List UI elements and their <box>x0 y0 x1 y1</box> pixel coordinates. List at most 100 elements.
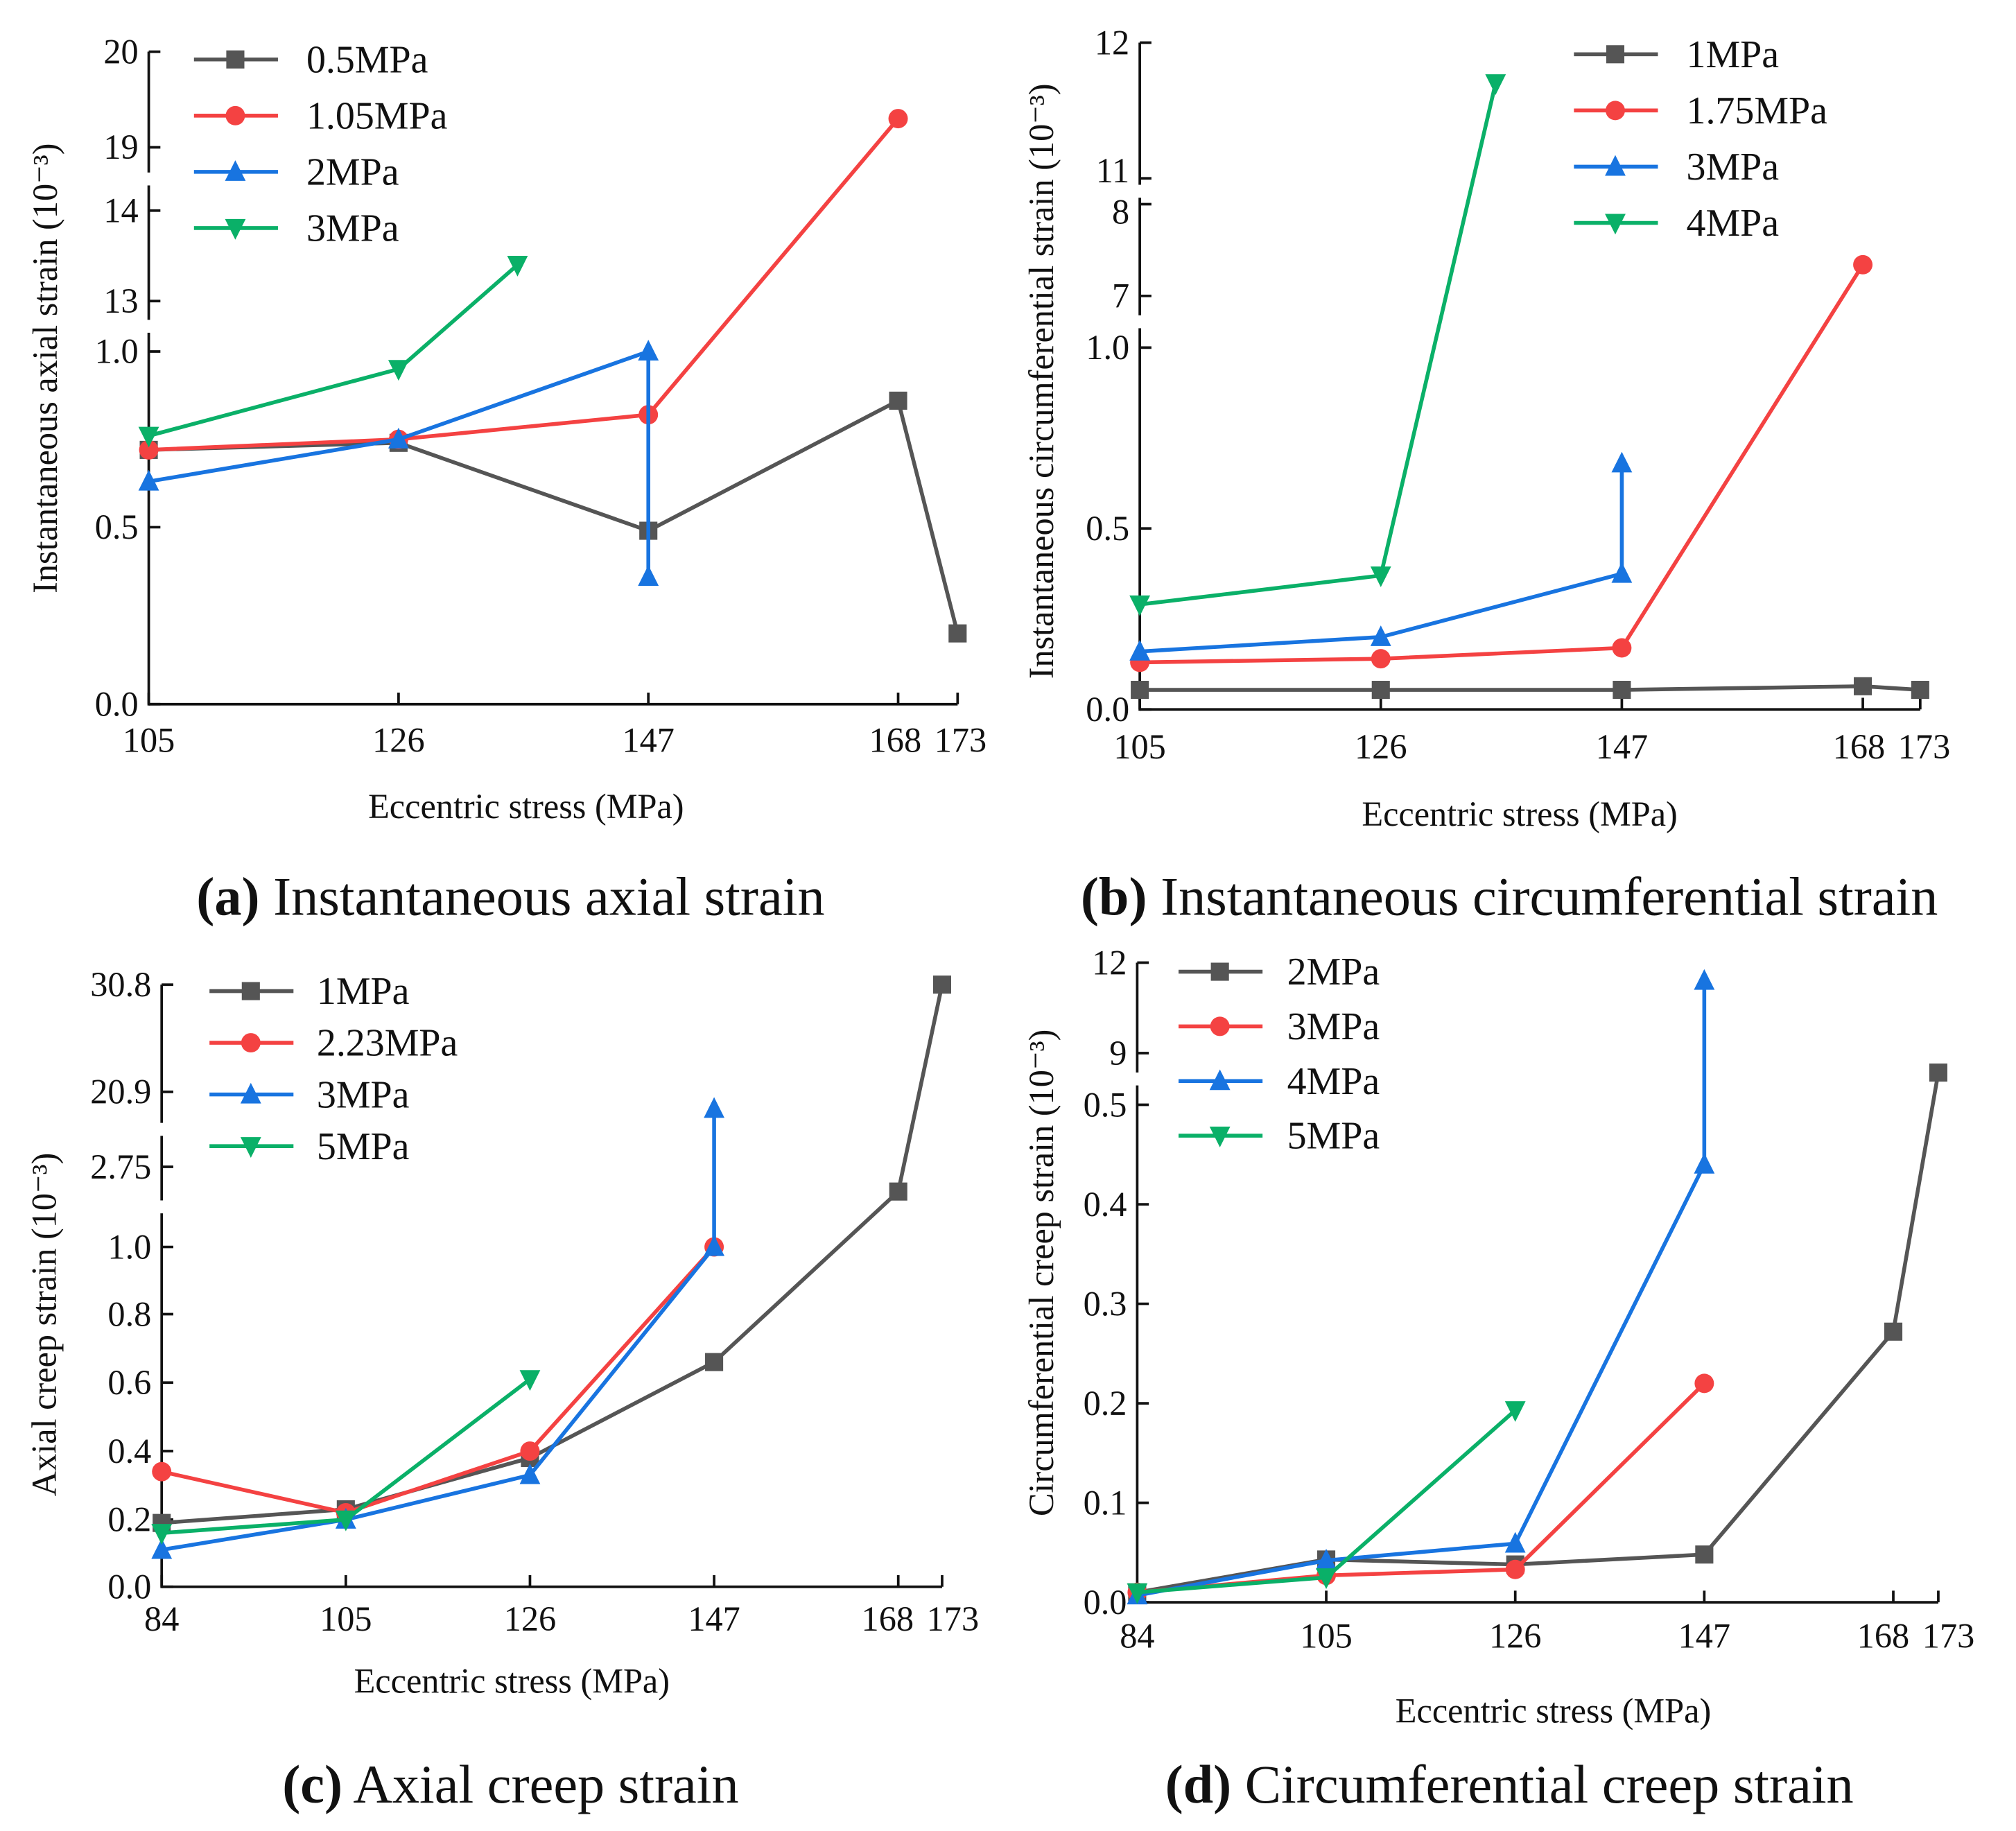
data-point <box>1370 566 1391 587</box>
data-point <box>1316 1549 1337 1570</box>
data-point <box>889 1182 907 1201</box>
chart-panel-a: 0.0 0.5 1.0 13 14 19 20 105 126 147 168 173 0.5MPa 1.… <box>26 32 987 926</box>
data-point <box>1854 677 1872 695</box>
x-tick-label: 168 <box>862 1599 914 1638</box>
series-1MPa <box>1131 677 1929 700</box>
x-tick-label: 105 <box>1300 1616 1352 1655</box>
series-5MPa <box>151 1370 541 1545</box>
legend-marker <box>225 105 245 125</box>
legend-label: 1.05MPa <box>306 94 448 137</box>
series-1_75MPa <box>1130 254 1873 672</box>
data-point <box>704 1097 724 1118</box>
y-tick-label: 0.4 <box>1084 1185 1127 1224</box>
y-tick-label: 0.0 <box>107 1568 151 1606</box>
data-point <box>1694 969 1715 990</box>
x-tick-label: 147 <box>688 1599 740 1638</box>
legend-item: 1.75MPa <box>1574 89 1827 132</box>
legend-item: 3MPa <box>1574 146 1779 189</box>
series-0_5MPa <box>139 391 967 643</box>
axis-break <box>151 1200 173 1214</box>
x-tick-label: 173 <box>1922 1616 1974 1655</box>
legend-item: 3MPa <box>1179 1005 1380 1048</box>
data-point <box>705 1353 724 1371</box>
caption-text: Instantaneous circumferential strain <box>1147 867 1938 927</box>
x-tick-label: 105 <box>320 1599 372 1638</box>
y-axis-title: Circumferential creep strain (10⁻³) <box>1022 1030 1061 1516</box>
legend-item: 1MPa <box>209 970 410 1013</box>
chart-panel-d: 0.0 0.1 0.2 0.3 0.4 0.5 9 12 84 105 126 147 168 173 2M… <box>1022 943 1974 1814</box>
caption-text: Axial creep strain <box>342 1754 739 1814</box>
y-tick-label: 0.8 <box>107 1294 151 1333</box>
x-tick-label: 105 <box>123 721 175 760</box>
y-axis-title: Instantaneous circumferential strain (10… <box>1022 83 1061 679</box>
series-line <box>1136 980 1707 1597</box>
legend-marker <box>1606 101 1625 121</box>
legend-label: 3MPa <box>317 1073 410 1116</box>
legend-marker <box>241 982 260 1000</box>
legend-marker <box>240 1137 261 1158</box>
y-tick-label: 12 <box>1092 943 1127 982</box>
y-tick-label: 0.0 <box>1086 690 1129 729</box>
caption-letter: (b) <box>1081 867 1147 927</box>
panel-caption: (c) Axial creep strain <box>282 1754 738 1814</box>
series-4MPa <box>1129 74 1506 616</box>
series-5MPa <box>1127 1401 1526 1604</box>
series-line <box>1140 263 1865 665</box>
x-tick-label: 126 <box>504 1599 556 1638</box>
chart-panel-b: 0.0 0.5 1.0 7 811 12 105 126 147 168 173 1MPa 1.75MP… <box>1022 23 1950 926</box>
series-2_23MPa <box>152 1237 724 1522</box>
legend-label: 4MPa <box>1287 1060 1380 1103</box>
y-axis-title: Axial creep strain (10⁻³) <box>24 1153 63 1497</box>
legend-label: 5MPa <box>317 1125 410 1168</box>
legend-marker <box>241 1033 261 1053</box>
axis-break <box>1127 1072 1148 1086</box>
x-axis-title: Eccentric stress (MPa) <box>368 787 684 826</box>
data-point <box>1371 649 1391 669</box>
data-point <box>888 109 908 129</box>
y-tick-label: 1.0 <box>95 332 139 371</box>
data-point <box>1504 1531 1526 1553</box>
legend-item: 5MPa <box>209 1125 410 1168</box>
y-tick-label: 1.0 <box>1086 328 1129 367</box>
data-point <box>1613 680 1631 700</box>
legend-item: 5MPa <box>1179 1115 1380 1158</box>
legend-label: 3MPa <box>306 207 399 250</box>
legend-marker <box>1606 45 1625 64</box>
data-point <box>388 360 409 381</box>
panel-caption: (a) Instantaneous axial strain <box>196 867 824 927</box>
legend-marker <box>1605 155 1626 176</box>
y-tick-label: 12 <box>1095 23 1129 62</box>
panel-caption: (b) Instantaneous circumferential strain <box>1081 867 1938 927</box>
y-tick-label: 14 <box>103 191 138 230</box>
data-point <box>1612 638 1632 658</box>
legend-marker <box>1210 1016 1230 1036</box>
x-tick-label: 147 <box>1596 727 1648 766</box>
data-point <box>519 1370 541 1391</box>
y-tick-label: 0.5 <box>95 507 139 546</box>
data-point <box>1929 1064 1947 1082</box>
data-point <box>388 427 409 449</box>
series-2MPa <box>1128 1064 1947 1602</box>
caption-text: Circumferential creep strain <box>1231 1754 1853 1814</box>
y-tick-label: 0.5 <box>1084 1085 1127 1124</box>
data-point <box>1694 1373 1714 1394</box>
data-point <box>932 975 951 994</box>
x-tick-label: 173 <box>935 721 987 760</box>
y-tick-label: 19 <box>103 128 138 166</box>
y-axis-title: Instantaneous axial strain (10⁻³) <box>26 143 64 593</box>
data-point <box>151 1538 173 1559</box>
data-point <box>1485 74 1506 95</box>
y-tick-label: 2.75 <box>90 1147 151 1186</box>
data-point <box>1695 1545 1714 1564</box>
y-tick-label: 13 <box>103 281 138 320</box>
data-point <box>1611 562 1633 583</box>
legend-item: 4MPa <box>1574 202 1779 245</box>
x-tick-label: 84 <box>1120 1616 1154 1655</box>
data-point <box>889 391 907 410</box>
x-tick-label: 168 <box>1833 727 1885 766</box>
x-tick-label: 173 <box>927 1599 979 1638</box>
data-point <box>151 1524 173 1545</box>
data-point <box>138 469 159 491</box>
data-point <box>1131 680 1149 700</box>
data-point <box>1694 1152 1715 1174</box>
